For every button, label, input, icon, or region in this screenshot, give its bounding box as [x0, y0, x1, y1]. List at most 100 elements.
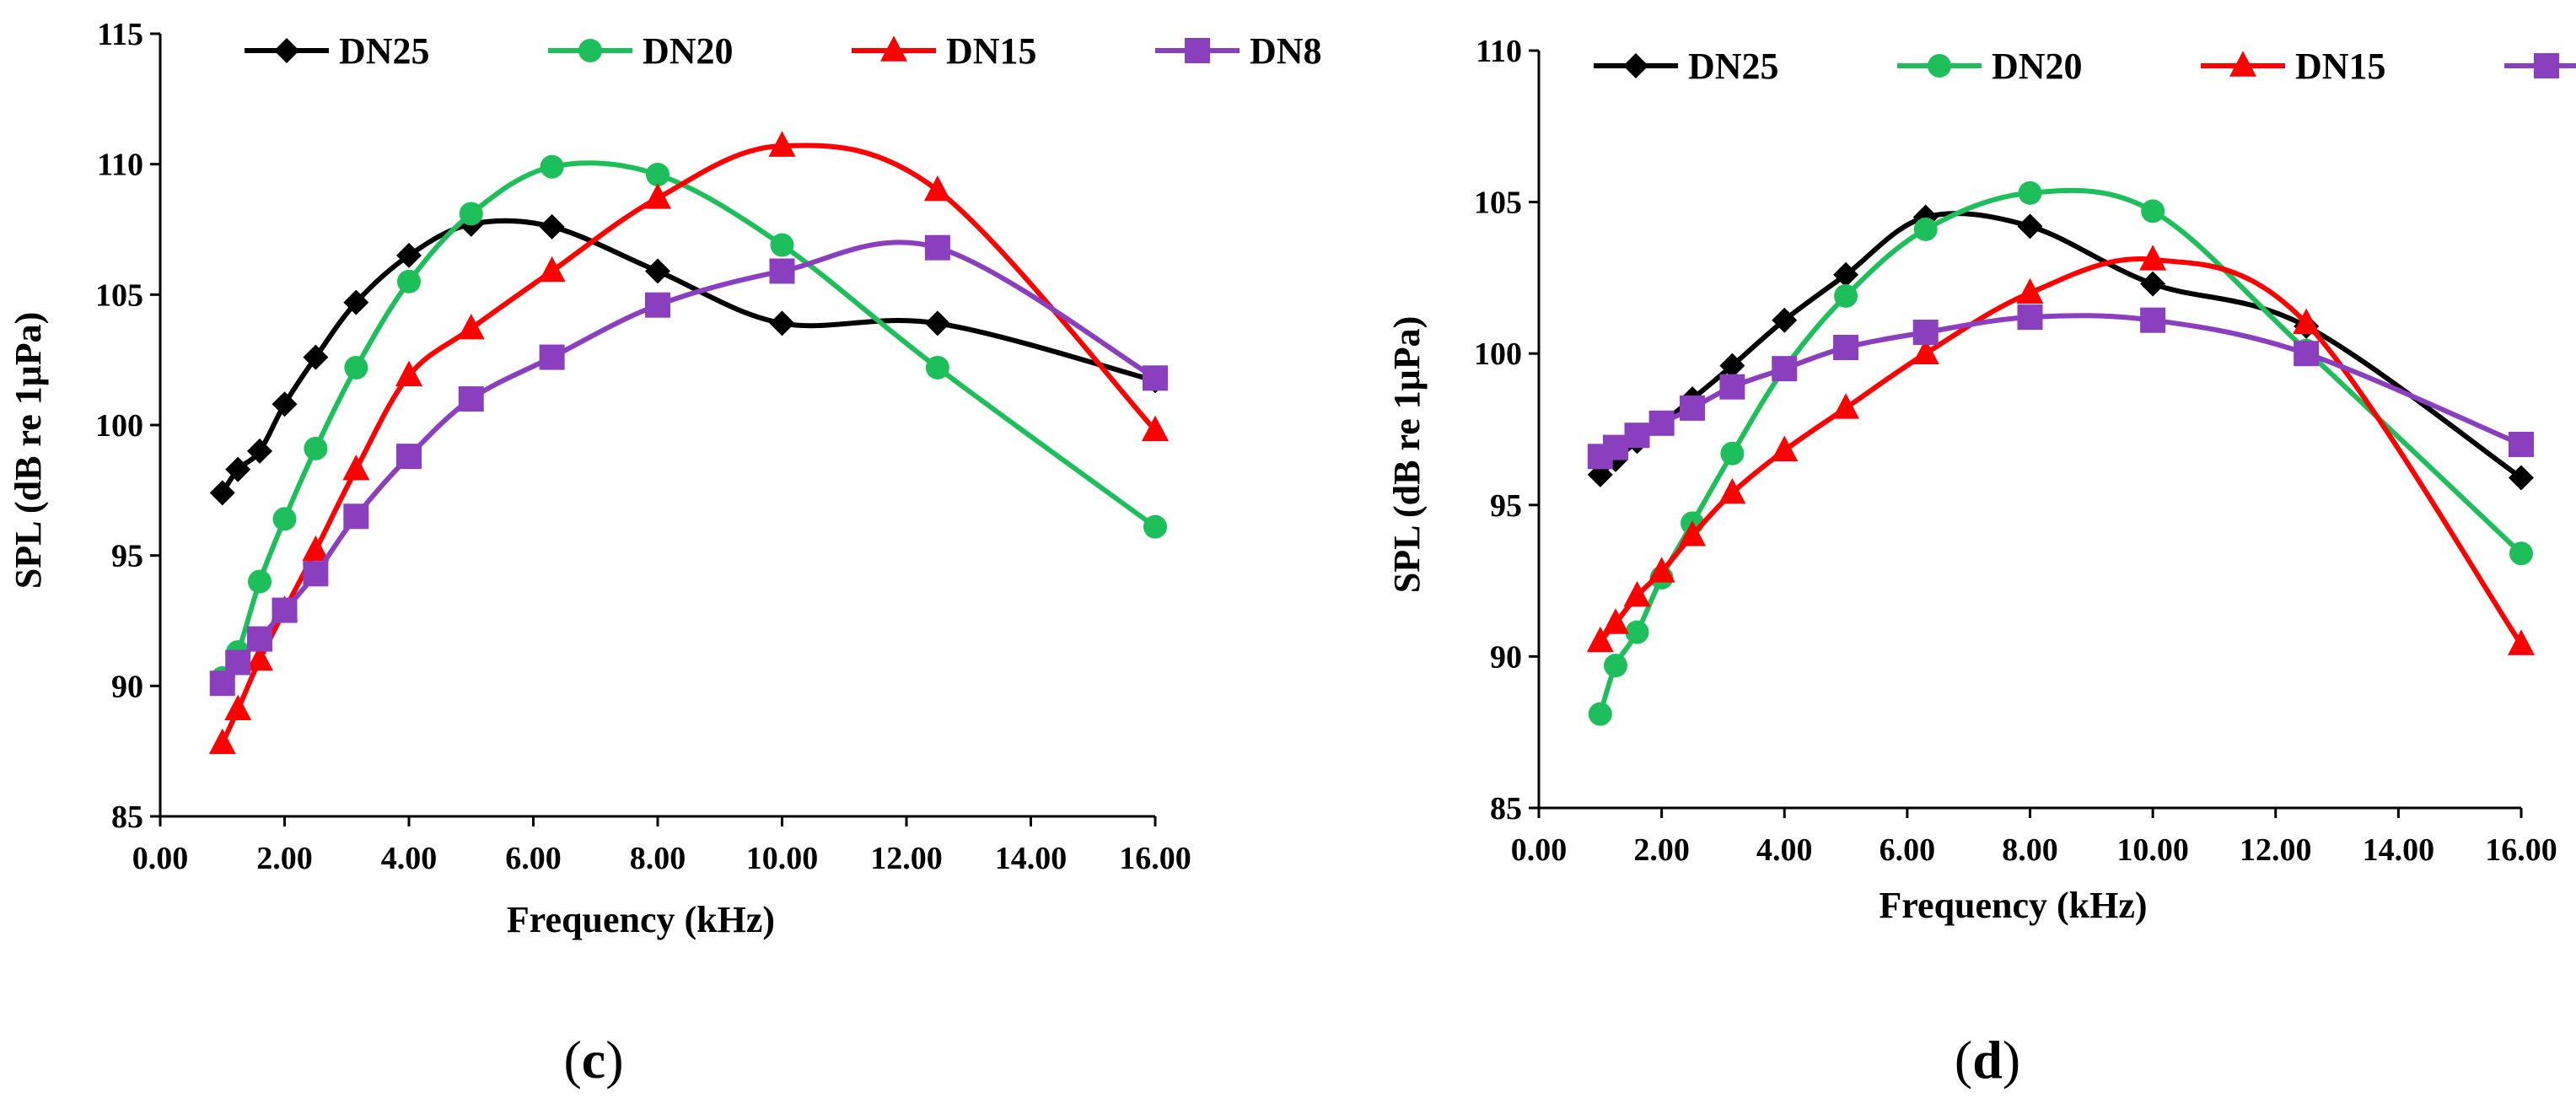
legend-label: DN15: [2295, 46, 2386, 87]
y-tick-label: 110: [97, 148, 143, 183]
data-point-dn25: [769, 310, 795, 336]
y-tick-label: 90: [111, 669, 143, 704]
y-tick-label: 100: [95, 408, 143, 444]
data-point-dn25: [209, 480, 235, 506]
data-point-dn15: [1623, 580, 1651, 607]
data-point-dn15: [224, 694, 252, 720]
legend-label: DN20: [1992, 46, 2083, 87]
data-point-dn20: [1588, 702, 1612, 726]
legend-item-dn8: DN8: [1155, 30, 1322, 72]
data-point-dn25: [343, 289, 369, 315]
data-point-dn15: [246, 644, 273, 671]
y-tick-label: 110: [1476, 34, 1522, 69]
data-point-dn8: [1143, 365, 1168, 391]
data-point-dn15: [302, 535, 330, 562]
legend-marker: [1185, 38, 1210, 63]
data-point-dn8: [396, 444, 422, 470]
data-point-dn15: [342, 454, 370, 481]
data-point-dn20: [540, 154, 564, 179]
data-point-dn15: [2016, 277, 2044, 304]
x-tick-label: 0.00: [132, 841, 189, 876]
data-point-dn20: [2018, 180, 2042, 205]
legend-item-dn20: DN20: [548, 30, 734, 72]
data-point-dn15: [768, 131, 796, 157]
data-point-dn8: [247, 626, 272, 652]
data-point-dn15: [1912, 338, 1939, 364]
data-point-dn25: [303, 344, 329, 370]
data-point-dn8: [2140, 307, 2166, 333]
legend-label: DN25: [1688, 46, 1779, 87]
x-tick-label: 14.00: [995, 841, 1068, 876]
data-point-dn20: [459, 202, 483, 226]
series-dn15: [1586, 245, 2535, 655]
data-point-dn20: [925, 355, 949, 380]
x-axis-label: Frequency (kHz): [1879, 885, 2147, 926]
data-point-dn25: [225, 456, 251, 482]
data-point-dn8: [1912, 320, 1939, 346]
x-tick-label: 12.00: [2240, 832, 2312, 868]
data-point-dn8: [1624, 423, 1650, 449]
series-dn20: [1588, 180, 2533, 726]
data-point-dn15: [2139, 245, 2167, 271]
legend-marker: [1623, 53, 1648, 78]
data-point-dn20: [1143, 514, 1167, 539]
y-tick-label: 95: [111, 539, 143, 574]
data-point-dn20: [1913, 217, 1938, 241]
x-tick-label: 12.00: [870, 841, 943, 876]
data-point-dn25: [247, 438, 272, 464]
data-point-dn25: [272, 391, 298, 417]
data-point-dn15: [1771, 435, 1799, 461]
data-point-dn20: [397, 269, 421, 293]
y-tick-label: 95: [1490, 488, 1522, 524]
data-point-dn8: [303, 561, 329, 587]
data-point-dn8: [645, 292, 670, 318]
data-point-dn15: [923, 175, 951, 202]
data-point-dn25: [2509, 465, 2534, 491]
data-point-dn8: [1833, 335, 1859, 361]
series-dn15: [208, 131, 1169, 755]
data-point-dn25: [1833, 261, 1859, 288]
x-tick-label: 6.00: [1880, 832, 1936, 868]
y-tick-label: 115: [97, 17, 143, 52]
legend-item-dn8: DN8: [2504, 53, 2576, 78]
series-line-dn20: [220, 160, 1157, 680]
data-point-dn25: [1772, 307, 1798, 333]
y-tick-label: 85: [1490, 791, 1522, 826]
series-dn8: [209, 234, 1168, 697]
data-point-dn15: [1648, 557, 1675, 583]
x-tick-label: 2.00: [1633, 832, 1690, 868]
data-point-dn8: [539, 344, 565, 370]
data-point-dn25: [645, 258, 670, 284]
series-dn8: [1587, 304, 2534, 470]
legend-marker: [880, 35, 907, 62]
data-point-dn15: [1586, 626, 1614, 653]
legend-label: DN20: [643, 30, 734, 72]
chart-panel-c: 85 90 95 100 105 110 115 0.00 2.00 4.00 6.00 8.00 10…: [8, 17, 1322, 1090]
data-point-dn8: [1603, 434, 1629, 460]
series-line-dn15: [220, 143, 1158, 745]
data-point-dn20: [1834, 283, 1858, 308]
data-point-dn8: [1719, 374, 1745, 400]
data-point-dn15: [1679, 520, 1707, 546]
y-tick-label: 85: [111, 799, 143, 835]
data-point-dn15: [1142, 415, 1169, 441]
data-point-dn25: [539, 213, 565, 240]
legend-label: DN8: [1250, 30, 1322, 72]
data-point-dn8: [2294, 341, 2320, 367]
data-point-dn20: [2141, 199, 2165, 223]
data-point-dn25: [924, 310, 950, 336]
data-point-dn8: [343, 503, 369, 530]
x-tick-label: 14.00: [2363, 832, 2435, 868]
legend-item-dn15: DN15: [2201, 46, 2386, 87]
data-point-dn20: [770, 233, 794, 257]
chart-panel-d: 85 90 95 100 105 110 0.00 2.00 4.00 6.00 8.00 10.00…: [1386, 34, 2576, 1090]
data-point-dn15: [1718, 477, 1746, 504]
data-point-dn20: [1720, 441, 1745, 466]
data-point-dn15: [208, 728, 236, 755]
data-point-dn20: [646, 163, 670, 187]
x-tick-label: 4.00: [1756, 832, 1813, 868]
data-point-dn8: [2017, 304, 2043, 331]
data-point-dn8: [458, 386, 484, 412]
data-point-dn20: [2509, 541, 2533, 566]
x-tick-label: 6.00: [505, 841, 562, 876]
